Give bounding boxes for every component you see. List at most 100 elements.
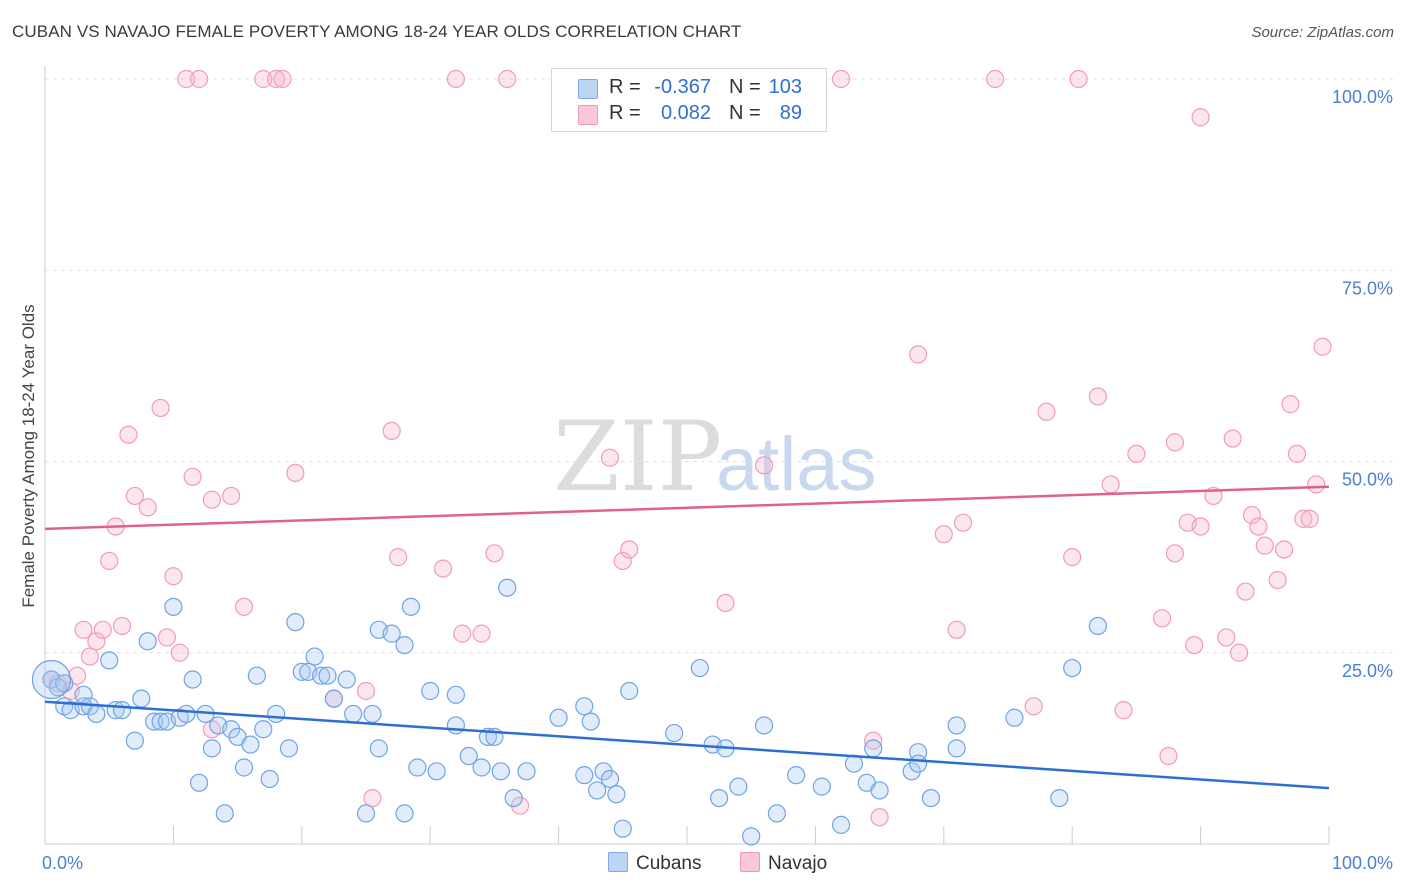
point-navajo — [1307, 475, 1326, 494]
point-navajo — [485, 544, 504, 563]
point-cubans — [286, 613, 305, 632]
point-cubans — [125, 731, 144, 750]
point-cubans — [100, 651, 119, 670]
point-navajo — [164, 567, 183, 586]
point-cubans — [292, 662, 311, 681]
point-cubans — [446, 716, 465, 735]
point-cubans — [427, 762, 446, 781]
y-axis-label: Female Poverty Among 18-24 Year Olds — [19, 304, 38, 607]
point-navajo — [183, 467, 202, 486]
point-navajo — [1268, 570, 1287, 590]
point-navajo — [234, 597, 254, 616]
point-cubans — [947, 716, 966, 735]
point-navajo — [600, 448, 620, 467]
point-navajo — [1101, 475, 1120, 494]
trend-line-navajo — [44, 485, 1330, 531]
point-cubans — [754, 716, 774, 735]
point-navajo — [909, 345, 928, 364]
point-cubans — [665, 723, 684, 743]
point-cubans — [421, 681, 440, 701]
point-navajo — [1242, 505, 1262, 525]
series-swatch-cubans — [608, 852, 628, 872]
legend-r-value: -0.367 — [654, 76, 711, 98]
point-cubans — [324, 689, 343, 708]
point-cubans — [183, 670, 202, 689]
point-navajo — [1294, 509, 1313, 528]
point-cubans — [215, 804, 234, 823]
legend-r-value: 0.082 — [660, 102, 711, 124]
point-navajo — [356, 681, 376, 701]
point-cubans — [575, 697, 594, 716]
point-navajo — [1063, 548, 1082, 567]
legend-row-navajo: R = 0.082 N = 89 — [552, 102, 826, 126]
point-cubans — [921, 788, 941, 808]
point-navajo — [754, 456, 774, 475]
point-navajo — [125, 486, 144, 506]
point-cubans — [613, 819, 632, 838]
point-navajo — [1069, 69, 1088, 89]
point-navajo — [716, 593, 735, 613]
point-navajo — [1159, 746, 1178, 766]
watermark-zip: ZIP — [553, 401, 722, 513]
point-navajo — [1152, 609, 1172, 628]
point-navajo — [1165, 433, 1185, 452]
point-navajo — [934, 525, 953, 544]
chart-title: CUBAN VS NAVAJO FEMALE POVERTY AMONG 18-… — [12, 22, 742, 41]
point-cubans — [581, 712, 600, 731]
point-navajo — [1191, 517, 1210, 536]
point-navajo — [1300, 509, 1319, 528]
point-navajo — [80, 647, 100, 666]
point-cubans — [401, 597, 421, 616]
point-navajo — [93, 620, 112, 639]
point-navajo — [382, 421, 401, 440]
point-cubans — [267, 704, 286, 724]
point-cubans — [356, 804, 376, 823]
point-navajo — [267, 69, 286, 89]
legend-r-label: R = — [609, 76, 641, 98]
point-navajo — [986, 69, 1005, 89]
point-cubans — [369, 739, 388, 758]
source-credit: Source: ZipAtlas.com — [1251, 24, 1394, 41]
point-navajo — [1127, 444, 1146, 463]
point-cubans — [395, 635, 414, 655]
point-cubans — [709, 788, 729, 808]
series-label-navajo: Navajo — [768, 853, 828, 874]
point-cubans — [787, 766, 806, 785]
point-navajo — [1236, 582, 1255, 601]
legend-swatch-cubans — [578, 79, 598, 99]
point-cubans — [311, 666, 331, 685]
x-tick-label: 0.0% — [42, 853, 83, 873]
point-cubans — [382, 624, 401, 643]
point-navajo — [1024, 697, 1043, 716]
point-navajo — [472, 624, 491, 643]
point-navajo — [1287, 444, 1307, 463]
point-navajo — [202, 490, 222, 509]
point-navajo — [254, 69, 273, 89]
point-cubans — [767, 804, 786, 823]
point-cubans — [138, 632, 157, 651]
point-cubans — [742, 827, 761, 846]
point-navajo — [1165, 544, 1185, 563]
point-navajo — [100, 551, 119, 571]
point-cubans — [690, 658, 709, 678]
point-navajo — [446, 69, 465, 89]
trend-line-cubans — [44, 700, 1330, 790]
axes — [44, 66, 1330, 845]
point-navajo — [1230, 643, 1249, 662]
legend-n-label: N = — [729, 102, 761, 124]
y-tick-label: 100.0% — [1332, 87, 1393, 107]
point-navajo — [87, 632, 106, 651]
point-navajo — [831, 69, 851, 89]
data-points — [31, 69, 1332, 846]
point-cubans — [1088, 616, 1107, 636]
tick-labels: 25.0% 50.0% 75.0% 100.0% 0.0% 100.0% — [42, 87, 1393, 873]
point-navajo — [613, 551, 632, 571]
legend-r-label: R = — [609, 102, 641, 124]
point-cubans — [132, 689, 151, 708]
legend-row-cubans: R = -0.367 N = 103 — [552, 76, 826, 100]
point-navajo — [363, 788, 382, 808]
point-navajo — [1223, 429, 1242, 448]
watermark: ZIP atlas — [553, 401, 877, 513]
point-navajo — [138, 498, 157, 517]
